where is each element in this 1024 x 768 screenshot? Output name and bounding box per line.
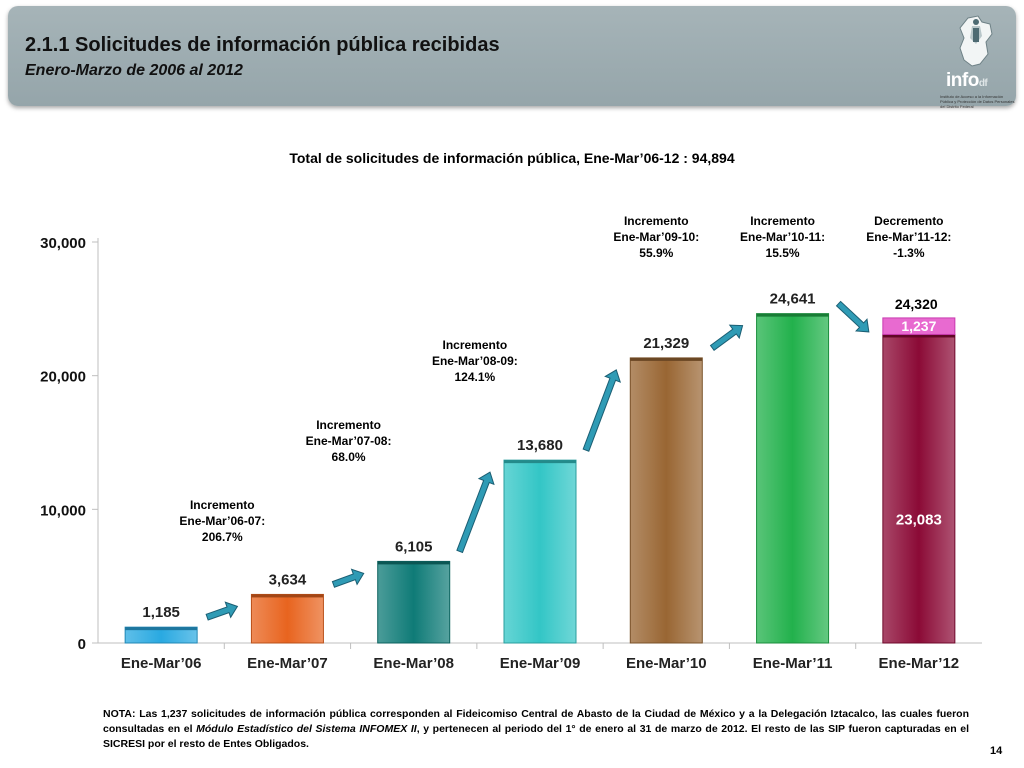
- bar-4: [629, 357, 703, 644]
- bar-1: [250, 593, 324, 644]
- annotation-line: Ene-Mar’11-12:: [866, 230, 952, 244]
- bar-top-edge: [756, 313, 829, 317]
- chart-title: Total de solicitudes de información públ…: [289, 150, 735, 166]
- category-label: Ene-Mar’09: [500, 655, 581, 672]
- bar-chart: 0 10,000 20,000 30,000 Ene-Mar’06 Ene-Mar’07 E…: [40, 235, 982, 672]
- page-title: 2.1.1 Solicitudes de información pública…: [25, 34, 500, 56]
- trend-arrow-icon: [709, 324, 744, 352]
- change-annotation: Decremento Ene-Mar’11-12: -1.3%: [854, 213, 964, 261]
- logo-tagline: Instituto de Acceso a la Información Púb…: [940, 94, 1015, 109]
- annotation-line: Incremento: [442, 338, 508, 352]
- trend-arrow-icon: [456, 471, 495, 554]
- bar-top-edge: [504, 460, 576, 464]
- change-annotation: Incremento Ene-Mar’09-10: 55.9%: [601, 213, 711, 261]
- annotation-line: Ene-Mar’06-07:: [179, 514, 266, 528]
- bar-top-edge: [882, 334, 955, 338]
- annotation-line: Decremento: [874, 214, 944, 228]
- annotation-line: 55.9%: [639, 246, 674, 260]
- y-tick-label: 20,000: [40, 369, 86, 386]
- change-annotation: Incremento Ene-Mar’10-11: 15.5%: [728, 213, 838, 261]
- stacked-segment-bar: [882, 317, 956, 335]
- y-tick-label: 30,000: [40, 235, 86, 252]
- data-label: 1,185: [142, 604, 180, 621]
- trend-arrow-icon: [582, 369, 622, 452]
- y-tick-label: 10,000: [40, 502, 86, 519]
- change-annotation: Incremento Ene-Mar’06-07: 206.7%: [167, 497, 277, 545]
- bar-top-edge: [125, 627, 198, 631]
- change-annotation: Incremento Ene-Mar’08-09: 124.1%: [420, 337, 530, 385]
- footnote-italic: Módulo Estadístico del Sistema INFOMEX I…: [196, 723, 417, 735]
- title-banner: 2.1.1 Solicitudes de información pública…: [8, 6, 1018, 109]
- city-map-icon: [959, 15, 993, 67]
- data-label: 6,105: [395, 538, 433, 555]
- infodf-logo: infodf Instituto de Acceso a la Informac…: [938, 14, 1018, 109]
- bar-6: [882, 333, 956, 644]
- bar-top-edge: [630, 357, 703, 361]
- bar-3: [503, 459, 577, 644]
- annotation-line: Incremento: [189, 498, 255, 512]
- stacked-segment-label: 1,237: [901, 318, 936, 334]
- category-label: Ene-Mar’06: [121, 655, 202, 672]
- data-label: 13,680: [517, 437, 563, 454]
- trend-arrow-icon: [835, 300, 870, 333]
- data-label: 3,634: [269, 571, 307, 588]
- annotation-line: Ene-Mar’07-08:: [305, 434, 392, 448]
- annotation-line: Incremento: [623, 214, 689, 228]
- trend-arrow-icon: [331, 568, 365, 588]
- data-label: 24,641: [770, 291, 816, 308]
- category-label: Ene-Mar’10: [626, 655, 707, 672]
- footnote-text: NOTA: Las 1,237 solicitudes de informaci…: [103, 708, 969, 735]
- annotation-line: 68.0%: [331, 450, 366, 464]
- category-label: Ene-Mar’08: [373, 655, 454, 672]
- y-tick-label: 0: [78, 636, 86, 653]
- logo-wordmark: infodf: [946, 70, 988, 91]
- annotation-line: Ene-Mar’09-10:: [613, 230, 700, 244]
- bar-5: [756, 313, 830, 644]
- trend-arrow-icon: [205, 601, 239, 621]
- data-label: 21,329: [643, 335, 689, 352]
- total-2012-label: 24,320: [894, 295, 938, 312]
- page-subtitle: Enero-Marzo de 2006 al 2012: [25, 62, 243, 79]
- data-label: 23,083: [896, 512, 942, 529]
- annotation-line: Ene-Mar’10-11:: [739, 230, 826, 244]
- page-number: 14: [990, 745, 1003, 757]
- annotation-line: -1.3%: [893, 246, 925, 260]
- bar-2: [377, 560, 451, 644]
- annotation-line: Incremento: [750, 214, 815, 228]
- annotation-line: Ene-Mar’08-09:: [431, 354, 518, 368]
- bar-top-edge: [377, 561, 450, 565]
- annotation-line: Incremento: [316, 418, 381, 432]
- category-label: Ene-Mar’07: [247, 655, 328, 672]
- bar-top-edge: [251, 594, 324, 598]
- change-annotation: Incremento Ene-Mar’07-08: 68.0%: [294, 417, 404, 465]
- category-label: Ene-Mar’11: [753, 655, 833, 672]
- annotation-line: 124.1%: [454, 370, 496, 384]
- category-label: Ene-Mar’12: [879, 655, 960, 672]
- annotation-line: 206.7%: [201, 530, 243, 544]
- annotation-line: 15.5%: [765, 246, 800, 260]
- footnote: NOTA: Las 1,237 solicitudes de informaci…: [103, 707, 969, 752]
- footnote-text-end: , y pertenecen al periodo del 1° de ener…: [103, 723, 969, 750]
